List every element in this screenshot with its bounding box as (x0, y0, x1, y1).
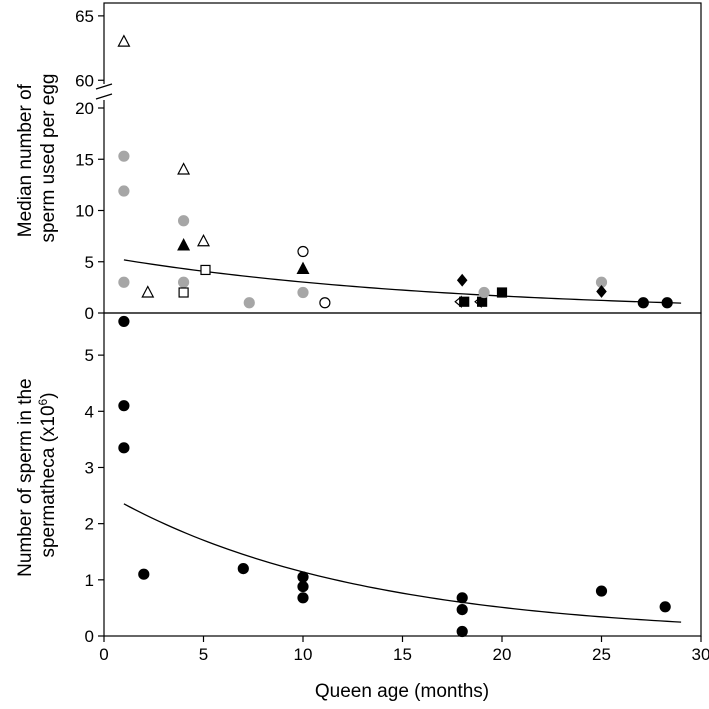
data-point-circle (118, 442, 130, 454)
top-y-tick-label: 20 (75, 99, 94, 118)
data-point-triangle (296, 261, 310, 275)
data-point-circle (297, 571, 309, 583)
data-point-triangle (197, 233, 210, 247)
top-fit-curve (123, 259, 682, 304)
data-point-circle (118, 150, 130, 162)
bottom-y-axis-ticks: 0 1 2 3 4 5 (85, 346, 104, 646)
data-point-triangle (117, 34, 131, 47)
data-point-diamond (456, 273, 468, 287)
data-point-circle (297, 592, 309, 604)
x-tick-label: 5 (199, 645, 208, 664)
data-point-circle (178, 276, 190, 288)
bottom-y-tick-label: 5 (85, 346, 94, 365)
data-point-circle (297, 245, 309, 258)
bottom-y-tick-label: 3 (85, 458, 94, 477)
data-point-circle (118, 315, 130, 328)
data-point-square (496, 287, 508, 298)
x-tick-label: 25 (592, 645, 611, 664)
top-y-tick-label: 0 (85, 304, 94, 323)
bottom-y-axis-title-line-2: spermatheca (x10 (38, 405, 59, 557)
bottom-y-tick-label: 0 (85, 627, 94, 646)
bottom-data-points (118, 315, 671, 638)
x-tick-label: 20 (493, 645, 512, 664)
data-point-circle (297, 286, 309, 299)
x-axis-ticks: 0 5 10 15 20 25 30 (99, 636, 709, 664)
data-point-circle (297, 580, 309, 593)
top-data-points (117, 34, 673, 309)
data-point-square (459, 296, 470, 307)
data-point-circle (319, 297, 331, 309)
data-point-circle (659, 601, 671, 613)
top-y-axis-ticks: 0 5 10 15 20 60 65 (75, 7, 104, 323)
data-point-square (178, 287, 189, 298)
axis-break-mark-upper (95, 83, 113, 90)
data-point-circle (637, 297, 649, 309)
top-y-axis-title-line-2: sperm used per egg (38, 74, 59, 243)
x-axis-title: Queen age (months) (315, 681, 489, 702)
data-point-circle (478, 286, 490, 299)
x-tick-label: 0 (99, 645, 108, 664)
data-point-circle (118, 276, 130, 288)
x-tick-label: 10 (294, 645, 313, 664)
data-point-circle (118, 185, 130, 197)
top-y-axis-title: Median number of sperm used per egg (15, 74, 59, 243)
bottom-y-axis-title-superscript: 6 (36, 398, 50, 405)
bottom-y-tick-label: 4 (85, 402, 94, 421)
data-point-circle (456, 625, 468, 638)
data-point-triangle (177, 162, 191, 175)
bottom-y-axis-title-line-1: Number of sperm in the (15, 378, 36, 577)
data-point-circle (243, 297, 255, 309)
data-point-triangle (177, 238, 191, 251)
data-point-circle (661, 297, 673, 309)
data-point-square (200, 264, 211, 276)
data-point-circle (118, 400, 130, 412)
data-point-circle (178, 215, 190, 227)
top-y-tick-label: 60 (75, 71, 94, 90)
top-y-tick-label: 10 (75, 202, 94, 221)
bottom-y-tick-label: 1 (85, 571, 94, 590)
bottom-y-tick-label: 2 (85, 515, 94, 534)
data-point-diamond (596, 285, 607, 298)
data-point-square (477, 296, 488, 307)
data-point-circle (595, 585, 608, 597)
x-tick-label: 15 (393, 645, 412, 664)
data-point-circle (138, 568, 150, 580)
bottom-fit-curve (123, 503, 682, 623)
bottom-y-axis-title-close: ) (38, 392, 59, 398)
data-point-circle (237, 562, 249, 575)
top-y-axis-title-line-1: Median number of (15, 83, 36, 237)
data-point-circle (456, 592, 468, 604)
data-point-circle (456, 603, 468, 616)
top-y-tick-label: 15 (75, 150, 94, 169)
x-tick-label: 30 (692, 645, 709, 664)
top-y-tick-label: 5 (85, 253, 94, 272)
data-point-triangle (141, 285, 155, 298)
axis-break-mark-lower (95, 93, 113, 100)
top-y-tick-label: 65 (75, 7, 94, 26)
bottom-y-axis-title: Number of sperm in the spermatheca (x106… (15, 373, 59, 577)
